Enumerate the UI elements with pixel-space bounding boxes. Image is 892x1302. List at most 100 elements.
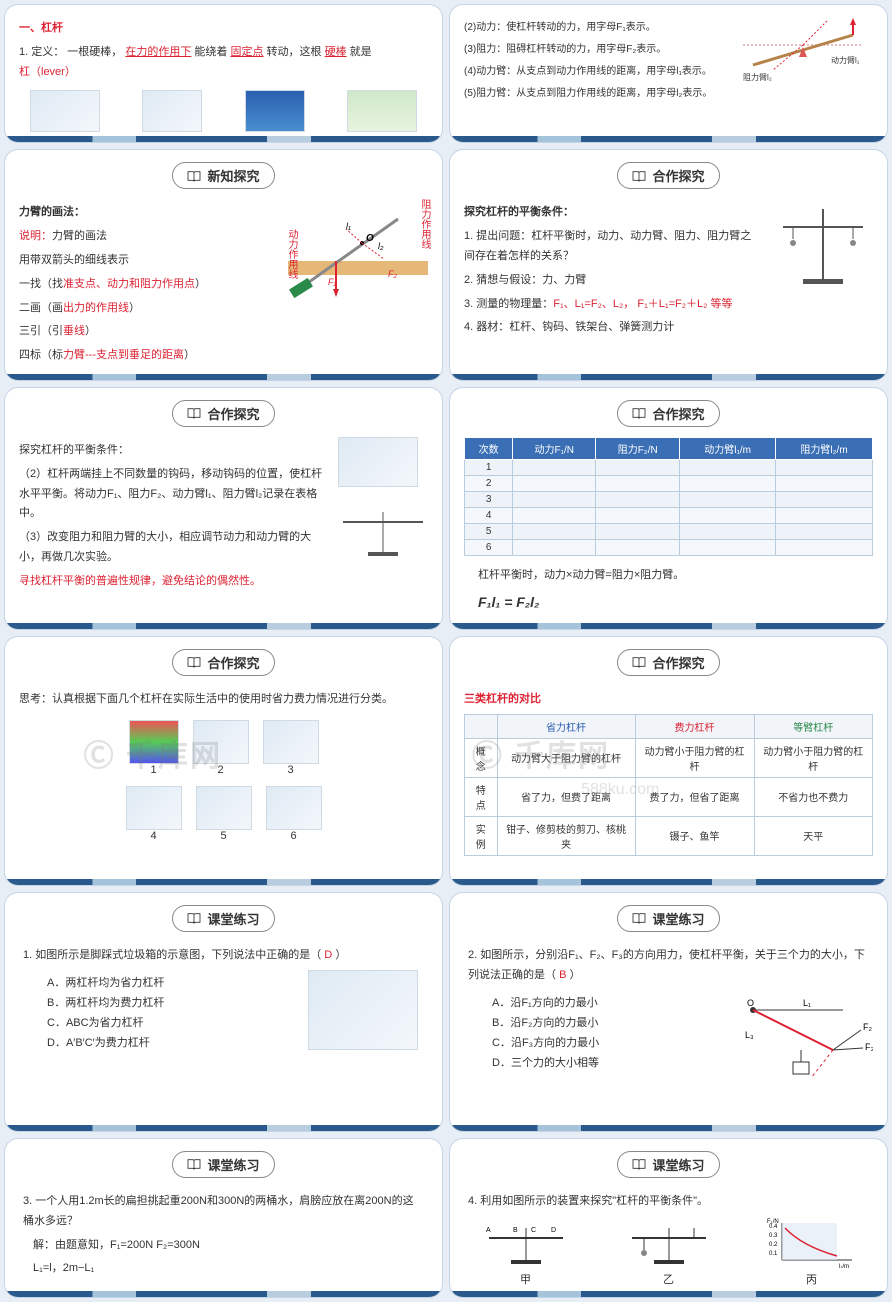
ch-2: 费力杠杆	[635, 714, 754, 738]
s3-1b: 准支点、动力和阻力作用点	[63, 278, 195, 290]
tag-hezuo-6: 合作探究	[617, 400, 719, 427]
s9-q: 1. 如图所示是脚踩式垃圾箱的示意图，下列说法中正确的是（ D ）	[23, 946, 424, 966]
s1-def: 1. 定义： 一根硬棒， 在力的作用下 能绕着 固定点 转动，这根 硬棒 就是 …	[19, 43, 428, 83]
cmp-row: 特点省了力，但费了距离费了力，但省了距离不省力也不费力	[465, 777, 873, 816]
s2-diagram: 动力臂l₁ 阻力臂l₂	[733, 15, 873, 88]
s10-ans: B	[559, 969, 566, 981]
img-tweezer	[126, 786, 182, 830]
s5-text: 探究杠杆的平衡条件： （2）杠杆两端挂上不同数量的钩码，移动钩码的位置，使杠杆水…	[19, 437, 326, 596]
s10-close: ）	[569, 969, 580, 981]
s5-imgs	[338, 437, 428, 560]
s2-text: (2)动力：使杠杆转动的力，用字母F₁表示。 (3)阻力：阻碍杠杆转动的力，用字…	[464, 15, 721, 107]
tag-ketang-11: 课堂练习	[172, 1151, 274, 1178]
s3-3a: 三引（引	[19, 325, 63, 337]
table-row: 6	[465, 539, 873, 555]
s3-2b: 出力的作用线	[63, 302, 129, 314]
lbl-1: 1	[129, 764, 179, 776]
slide-9: 课堂练习 1. 如图所示是脚踩式垃圾箱的示意图，下列说法中正确的是（ D ） A…	[4, 892, 443, 1132]
c: 动力臂小于阻力臂的杠杆	[754, 738, 873, 777]
cell: 3	[465, 491, 513, 507]
s11-sol1: 解：由题意知，F₁=200N F₂=300N	[33, 1236, 424, 1256]
table-header: 次数 动力F₁/N 阻力F₂/N 动力臂l₁/m 阻力臂l₂/m	[465, 437, 873, 459]
tag-hezuo: 合作探究	[617, 162, 719, 189]
s4-q2: 2. 猜想与假设：力、力臂	[464, 271, 761, 291]
lbl-z: 阻力臂l₂	[743, 72, 772, 82]
s10-q: 2. 如图所示，分别沿F₁、F₂、F₃的方向用力，使杠杆平衡，关于三个力的大小，…	[468, 946, 869, 986]
c: 实例	[465, 816, 498, 855]
c: 天平	[754, 816, 873, 855]
s3-2a: 二画（画	[19, 302, 63, 314]
opt-a: A．两杠杆均为省力杠杆	[47, 974, 296, 990]
ch-1: 省力杠杆	[497, 714, 635, 738]
s9-fig	[308, 970, 428, 1050]
tag-label: 合作探究	[652, 404, 704, 423]
svg-text:C: C	[531, 1227, 536, 1234]
c: 费了力，但省了距离	[635, 777, 754, 816]
img-fountain	[245, 90, 305, 132]
s1-title: 一、杠杆	[19, 19, 428, 39]
s6-formula: F₁l₁ = F₂l₂	[478, 590, 873, 615]
s3-title: 力臂的画法：	[19, 203, 276, 223]
svg-text:B: B	[513, 1227, 518, 1234]
lever-diagram-svg: 动力臂l₁ 阻力臂l₂	[733, 15, 873, 85]
svg-text:L₁: L₁	[803, 998, 811, 1008]
cmp-row: 概念动力臂大于阻力臂的杠杆动力臂小于阻力臂的杠杆动力臂小于阻力臂的杠杆	[465, 738, 873, 777]
img-oar	[193, 720, 249, 764]
tag-xinzhi: 新知探究	[172, 162, 274, 189]
slide-10: 课堂练习 2. 如图所示，分别沿F₁、F₂、F₃的方向用力，使杠杆平衡，关于三个…	[449, 892, 888, 1132]
s5-title: 探究杠杆的平衡条件：	[19, 441, 326, 461]
tag-hezuo-7: 合作探究	[172, 649, 274, 676]
table-row: 5	[465, 523, 873, 539]
thumb-row-1: 1 2 3	[19, 720, 428, 776]
data-table: 次数 动力F₁/N 阻力F₂/N 动力臂l₁/m 阻力臂l₂/m 1 2 3 4…	[464, 437, 873, 556]
table-row: 4	[465, 507, 873, 523]
s5-p2: （2）杠杆两端挂上不同数量的钩码，移动钩码的位置，使杠杆水平平衡。将动力F₁、阻…	[19, 465, 326, 524]
cell: 6	[465, 539, 513, 555]
c: 省了力，但费了距离	[497, 777, 635, 816]
s10-fig: O F₂ F₃ L₁ L₃	[743, 990, 873, 1083]
tag-label: 课堂练习	[207, 1155, 259, 1174]
img-teacher	[338, 437, 418, 487]
table-row: 1	[465, 459, 873, 475]
book-icon	[632, 1158, 646, 1170]
tag-label: 课堂练习	[652, 1155, 704, 1174]
fig-jia: ABCD	[481, 1218, 571, 1268]
slide-12: 课堂练习 4. 利用如图所示的装置来探究"杠杆的平衡条件"。 ABCD 甲	[449, 1138, 888, 1298]
s12-figs: ABCD 甲 乙 0.4 0.3	[464, 1218, 873, 1287]
cell: 5	[465, 523, 513, 539]
slide-4: 合作探究 探究杠杆的平衡条件： 1. 提出问题：杠杆平衡时，动力、动力臂、阻力、…	[449, 149, 888, 381]
tag-ketang-10: 课堂练习	[617, 905, 719, 932]
svg-text:F₁: F₁	[328, 277, 336, 287]
tag-label: 合作探究	[652, 166, 704, 185]
book-icon	[187, 912, 201, 924]
svg-text:F₁/N: F₁/N	[767, 1219, 779, 1225]
tag-label: 课堂练习	[207, 909, 259, 928]
s4-text: 探究杠杆的平衡条件： 1. 提出问题：杠杆平衡时，动力、动力臂、阻力、阻力臂之间…	[464, 199, 761, 342]
svg-text:F₂: F₂	[388, 269, 397, 279]
img-pump	[142, 90, 202, 132]
svg-text:l₁/m: l₁/m	[839, 1264, 849, 1268]
c: 动力臂小于阻力臂的杠杆	[635, 738, 754, 777]
def-d: 固定点	[230, 46, 263, 58]
svg-text:0.3: 0.3	[769, 1233, 778, 1239]
s3-note-b: 力臂的画法	[52, 230, 107, 242]
opt-b: B．沿F₂方向的力最小	[492, 1014, 731, 1030]
s4-q3b: F₁、L₁=F₂、L₂， F₁＋L₁=F₂＋L₂ 等等	[553, 298, 732, 310]
book-icon	[632, 912, 646, 924]
s1-images	[19, 90, 428, 132]
fig-bing-chart: 0.4 0.3 0.2 0.1 F₁/N l₁/m	[767, 1218, 857, 1268]
th-1: 动力F₁/N	[513, 437, 596, 459]
lbl-4: 4	[126, 830, 182, 842]
ch-3: 等臂杠杆	[754, 714, 873, 738]
svg-text:O: O	[747, 998, 754, 1008]
lbl-3: 3	[263, 764, 319, 776]
s4-q1: 1. 提出问题：杠杆平衡时，动力、动力臂、阻力、阻力臂之间存在着怎样的关系？	[464, 227, 761, 267]
th-4: 阻力臂l₂/m	[776, 437, 873, 459]
fig-yi	[624, 1218, 714, 1268]
slide-8: 合作探究 三类杠杆的对比 省力杠杆 费力杠杆 等臂杠杆 概念动力臂大于阻力臂的杠…	[449, 636, 888, 886]
svg-text:O: O	[366, 233, 374, 244]
s6-concl: 杠杆平衡时，动力×动力臂=阻力×阻力臂。	[478, 566, 873, 586]
tag-hezuo-5: 合作探究	[172, 400, 274, 427]
th-0: 次数	[465, 437, 513, 459]
svg-text:0.2: 0.2	[769, 1242, 778, 1248]
